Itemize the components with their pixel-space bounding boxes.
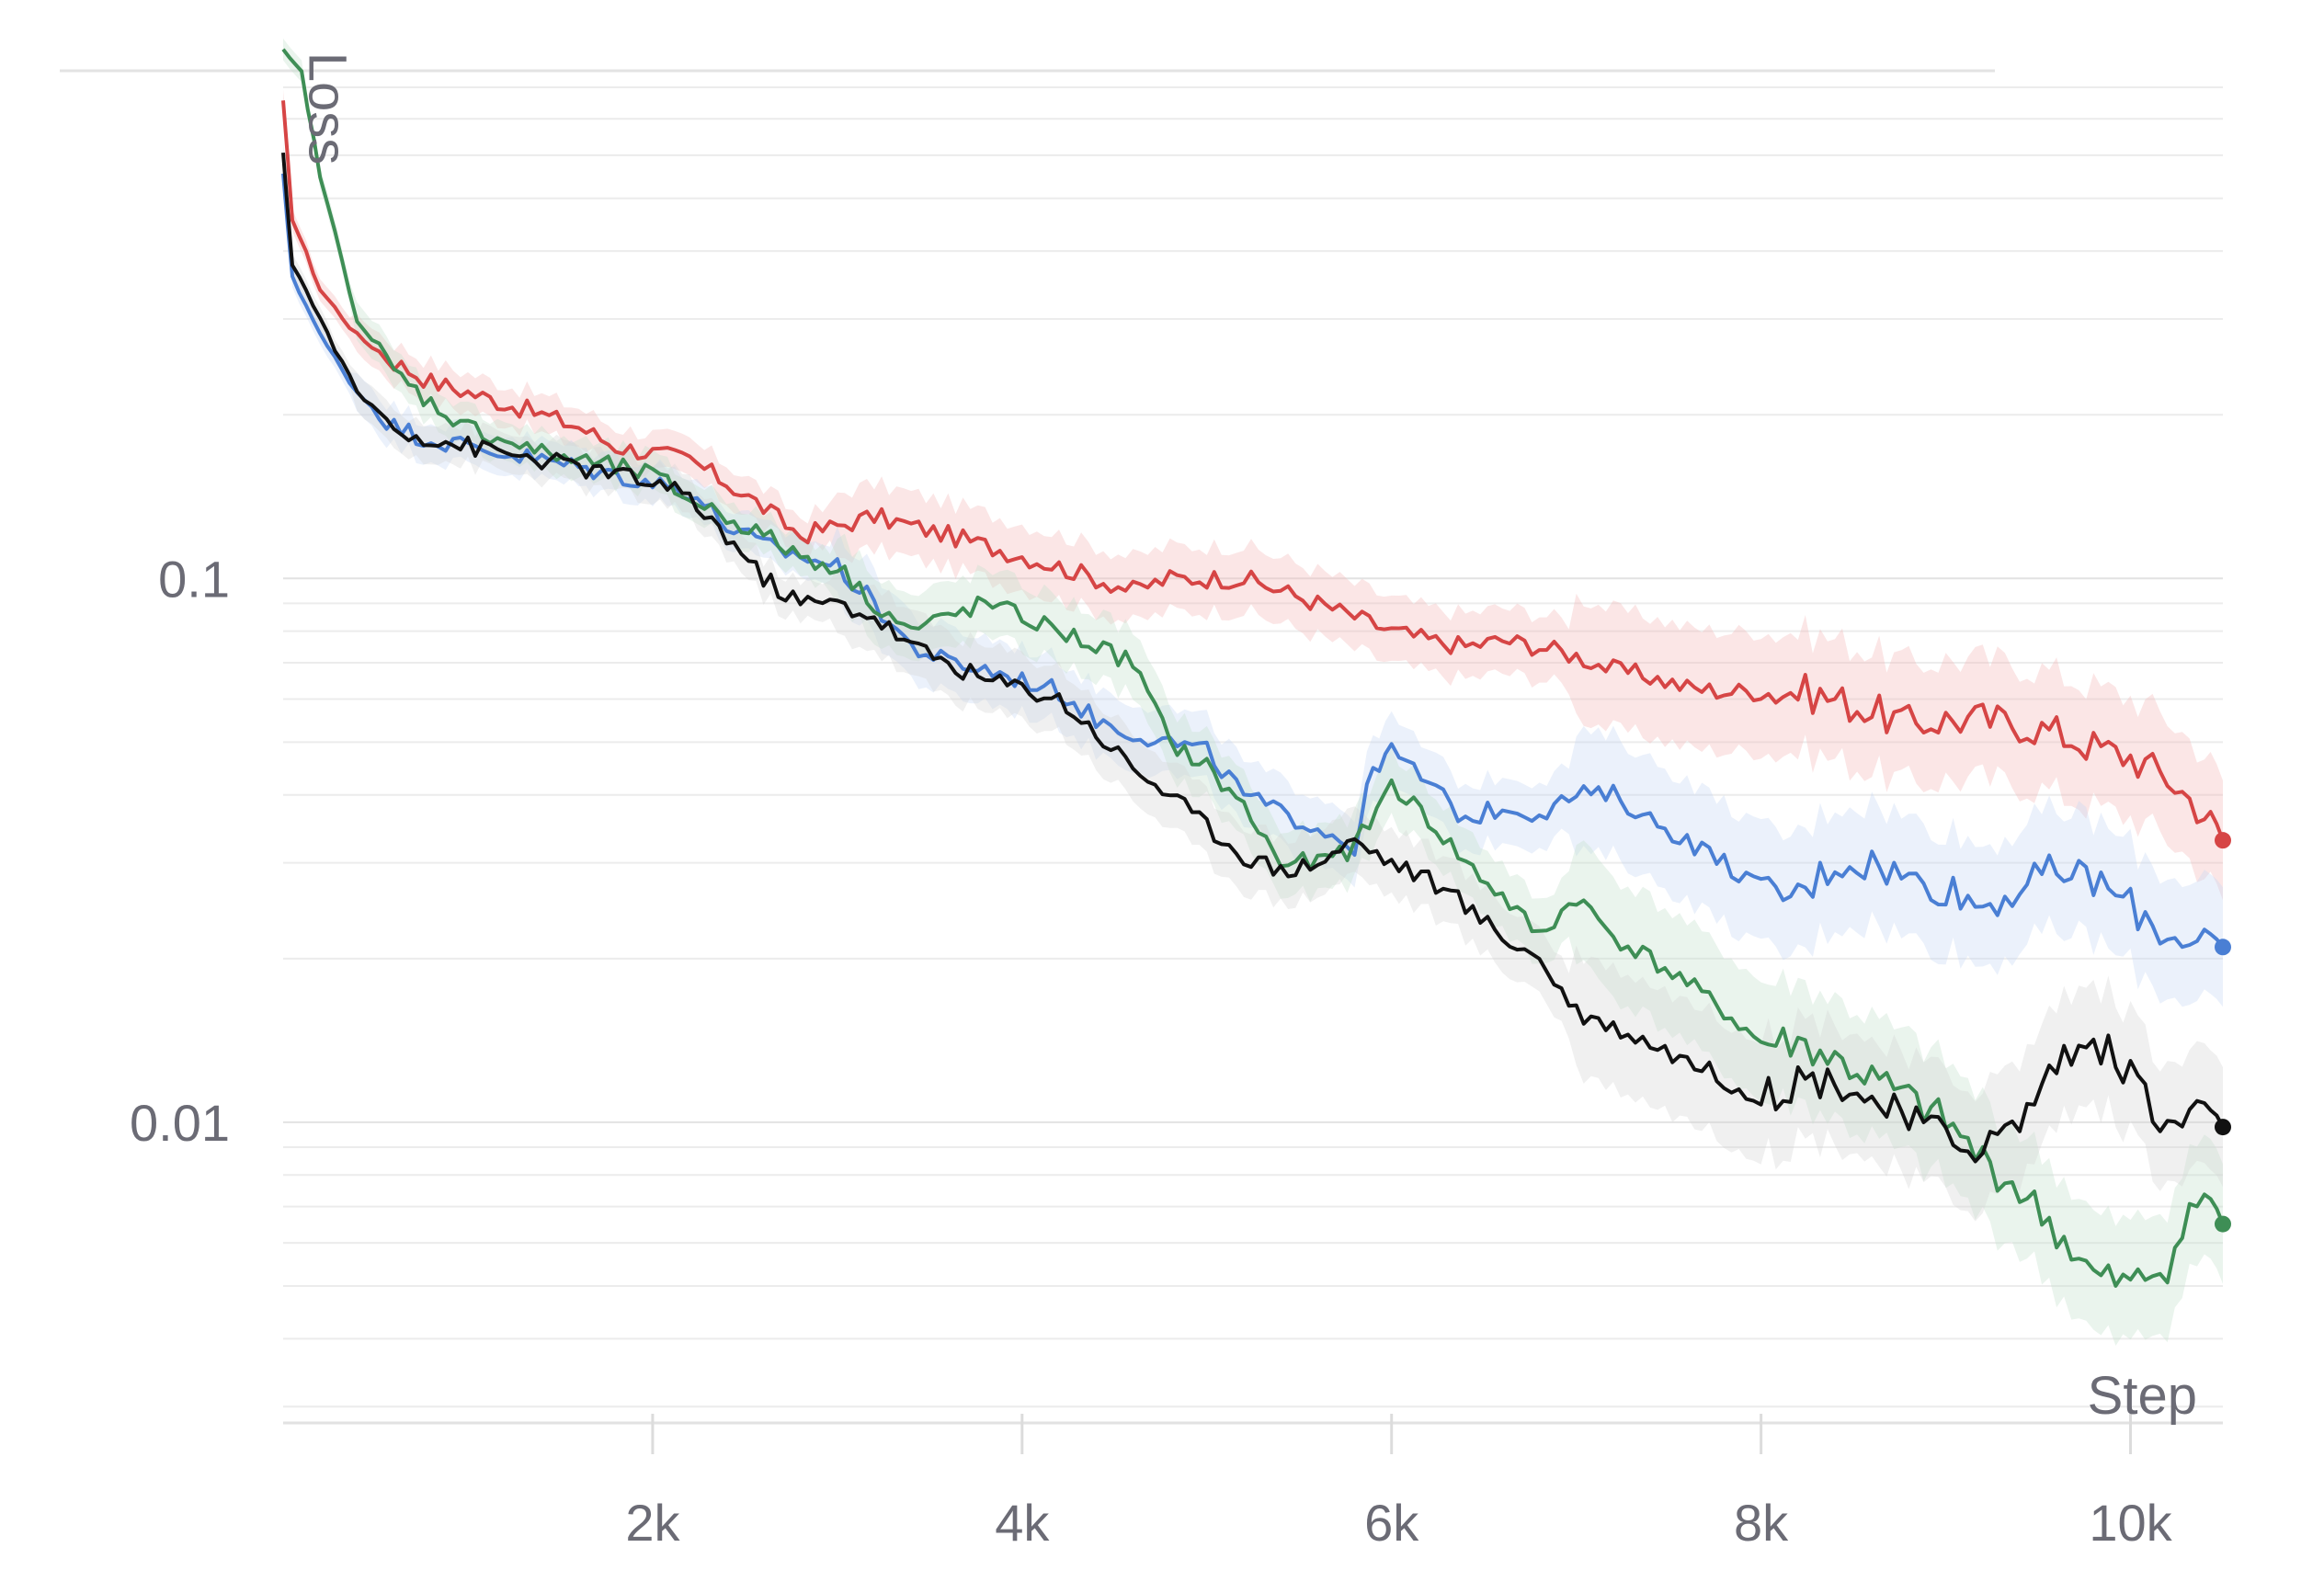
x-axis-label: Step: [2088, 1366, 2197, 1426]
series-1-end-dot: [2215, 939, 2231, 956]
series-3-line: [281, 152, 2225, 1164]
series-2-band: [283, 38, 2223, 1346]
y-axis: 0.1 0.01: [130, 550, 230, 1152]
series-0-line: [281, 100, 2225, 841]
x-tick-label: 6k: [1364, 1494, 1419, 1552]
series-bands: [283, 38, 2223, 1346]
x-axis: 2k 4k 6k 8k 10k: [283, 1414, 2223, 1552]
series-3-end-dot: [2215, 1119, 2231, 1136]
y-tick-label: 0.01: [130, 1094, 230, 1152]
series-2-line: [281, 48, 2225, 1288]
series-2-end-dot: [2215, 1215, 2231, 1233]
x-tick-label: 8k: [1734, 1494, 1789, 1552]
series-lines: [281, 48, 2225, 1288]
series-3-band: [283, 142, 2223, 1222]
series-0-band: [283, 89, 2223, 901]
grid-lines: [283, 86, 2223, 1408]
series-end-markers: [2215, 832, 2231, 1233]
x-tick-label: 10k: [2089, 1494, 2172, 1552]
x-tick-label: 2k: [625, 1494, 680, 1552]
x-tick-label: 4k: [995, 1494, 1050, 1552]
y-tick-label: 0.1: [158, 550, 230, 608]
series-1-band: [283, 163, 2223, 1007]
series-0-end-dot: [2215, 832, 2231, 849]
y-axis-label: Loss: [298, 52, 358, 165]
